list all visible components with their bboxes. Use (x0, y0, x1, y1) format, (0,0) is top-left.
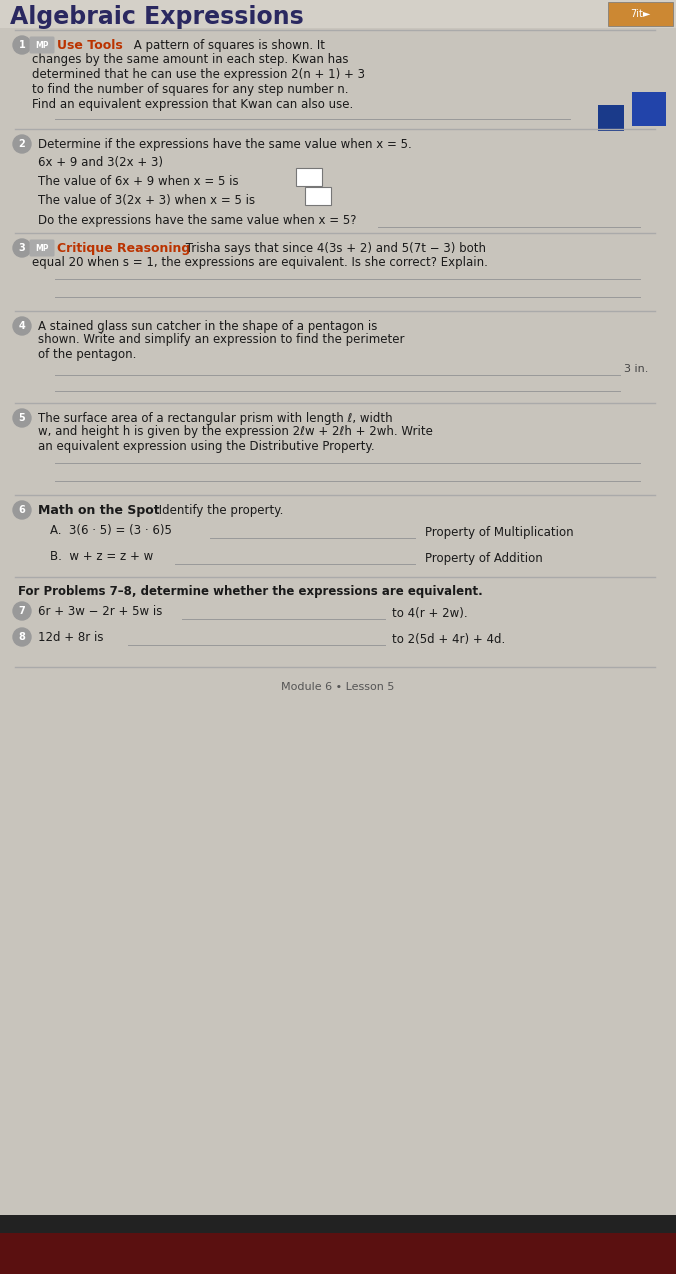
Text: 6: 6 (19, 505, 26, 515)
Text: 3: 3 (19, 243, 26, 254)
Circle shape (13, 135, 31, 153)
Text: 4: 4 (19, 321, 26, 331)
Text: to find the number of squares for any step number n.: to find the number of squares for any st… (32, 83, 349, 96)
Bar (296, 168, 322, 186)
Circle shape (13, 409, 31, 427)
Bar (598, 104, 624, 131)
Circle shape (13, 603, 31, 620)
Text: 3 in.: 3 in. (624, 364, 648, 375)
Text: Find an equivalent expression that Kwan can also use.: Find an equivalent expression that Kwan … (32, 98, 354, 111)
Text: B.  w + z = z + w: B. w + z = z + w (50, 549, 153, 563)
Text: Determine if the expressions have the same value when x = 5.: Determine if the expressions have the sa… (38, 138, 412, 150)
Text: A stained glass sun catcher in the shape of a pentagon is: A stained glass sun catcher in the shape… (38, 320, 377, 333)
Bar (305, 187, 331, 205)
Circle shape (13, 36, 31, 54)
Text: w, and height h is given by the expression 2ℓw + 2ℓh + 2wh. Write: w, and height h is given by the expressi… (38, 424, 433, 437)
Text: MP: MP (35, 41, 49, 50)
FancyBboxPatch shape (30, 240, 55, 256)
Bar (608, 3, 673, 25)
Bar (0, 1215, 676, 1233)
Text: an equivalent expression using the Distributive Property.: an equivalent expression using the Distr… (38, 440, 375, 452)
Text: A.  3(6 · 5) = (3 · 6)5: A. 3(6 · 5) = (3 · 6)5 (50, 524, 172, 536)
Bar (632, 92, 666, 126)
Bar (0, 0, 676, 28)
Text: MP: MP (35, 243, 49, 252)
Text: 5: 5 (19, 413, 26, 423)
Text: equal 20 when s = 1, the expressions are equivalent. Is she correct? Explain.: equal 20 when s = 1, the expressions are… (32, 256, 488, 269)
Text: of the pentagon.: of the pentagon. (38, 348, 137, 361)
Bar (0, 1229, 676, 1274)
Text: to 4(r + 2w).: to 4(r + 2w). (392, 606, 468, 619)
Text: to 2(5d + 4r) + 4d.: to 2(5d + 4r) + 4d. (392, 632, 505, 646)
Text: Math on the Spot: Math on the Spot (38, 503, 160, 516)
Text: The surface area of a rectangular prism with length ℓ, width: The surface area of a rectangular prism … (38, 412, 393, 424)
Text: Algebraic Expressions: Algebraic Expressions (10, 5, 304, 29)
Text: changes by the same amount in each step. Kwan has: changes by the same amount in each step.… (32, 52, 349, 65)
Circle shape (13, 317, 31, 335)
Text: shown. Write and simplify an expression to find the perimeter: shown. Write and simplify an expression … (38, 333, 404, 345)
Text: 7: 7 (19, 606, 26, 617)
Text: Property of Multiplication: Property of Multiplication (425, 525, 574, 539)
Text: Do the expressions have the same value when x = 5?: Do the expressions have the same value w… (38, 214, 356, 227)
Circle shape (13, 501, 31, 519)
Text: The value of 3(2x + 3) when x = 5 is: The value of 3(2x + 3) when x = 5 is (38, 194, 255, 206)
Text: 12d + 8r is: 12d + 8r is (38, 631, 103, 643)
Text: 1: 1 (19, 39, 26, 50)
Text: Critique Reasoning: Critique Reasoning (57, 242, 190, 255)
FancyBboxPatch shape (30, 37, 55, 54)
Text: Use Tools: Use Tools (57, 38, 123, 51)
Circle shape (13, 628, 31, 646)
Text: determined that he can use the expression 2(n + 1) + 3: determined that he can use the expressio… (32, 68, 365, 80)
Text: The value of 6x + 9 when x = 5 is: The value of 6x + 9 when x = 5 is (38, 175, 239, 187)
Text: Trisha says that since 4(3s + 2) and 5(7t − 3) both: Trisha says that since 4(3s + 2) and 5(7… (182, 242, 486, 255)
Text: 7it►: 7it► (630, 9, 650, 19)
Text: Module 6 • Lesson 5: Module 6 • Lesson 5 (281, 682, 395, 692)
Text: Identify the property.: Identify the property. (155, 503, 283, 516)
Text: 6r + 3w − 2r + 5w is: 6r + 3w − 2r + 5w is (38, 604, 162, 618)
Text: Property of Addition: Property of Addition (425, 552, 543, 564)
Text: For Problems 7–8, determine whether the expressions are equivalent.: For Problems 7–8, determine whether the … (18, 585, 483, 598)
Circle shape (13, 240, 31, 257)
Text: 2: 2 (19, 139, 26, 149)
Text: A pattern of squares is shown. It: A pattern of squares is shown. It (130, 38, 325, 51)
Text: 6x + 9 and 3(2x + 3): 6x + 9 and 3(2x + 3) (38, 155, 163, 168)
Text: 8: 8 (18, 632, 26, 642)
